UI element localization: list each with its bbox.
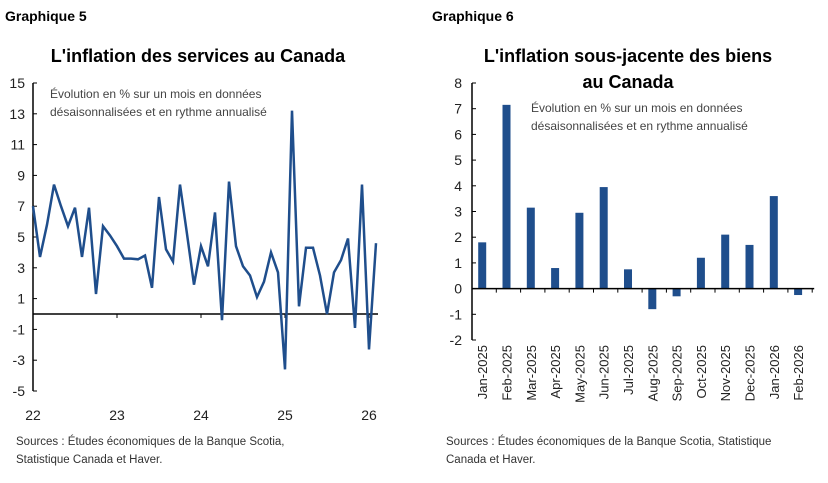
y-tick-label: 15 — [9, 75, 25, 91]
x-tick-label: Jan-2026 — [767, 345, 782, 399]
x-tick-label: Nov-2025 — [718, 345, 733, 401]
x-tick-label: Aug-2025 — [645, 345, 660, 401]
chart5-label: Graphique 5 — [5, 8, 87, 24]
x-tick-label: 24 — [193, 407, 209, 423]
x-tick-label: Dec-2025 — [743, 345, 758, 401]
y-tick-label: 7 — [454, 101, 462, 117]
chart6-source-1: Sources : Études économiques de la Banqu… — [446, 435, 771, 448]
bar-feb-2025 — [502, 104, 511, 289]
x-tick-label: Oct-2025 — [694, 345, 709, 398]
chart6-annotation-2: désaisonnalisées et en rythme annualisé — [531, 119, 748, 133]
y-tick-label: 5 — [454, 152, 462, 168]
x-tick-label: 22 — [25, 407, 41, 423]
y-tick-label: 4 — [454, 178, 462, 194]
y-tick-label: 3 — [17, 260, 25, 276]
y-tick-label: -3 — [13, 352, 26, 368]
y-tick-label: -5 — [13, 383, 26, 399]
chart6-title-1: L'inflation sous-jacente des biens — [484, 46, 772, 66]
y-tick-label: -2 — [450, 332, 463, 348]
chart5-annotation-2: désaisonnalisées et en rythme annualisé — [50, 105, 267, 119]
x-tick-label: Feb-2026 — [791, 345, 806, 401]
chart5-source-2: Statistique Canada et Haver. — [16, 454, 162, 466]
chart5-annotation-1: Évolution en % sur un mois en données — [50, 86, 261, 101]
bar-oct-2025 — [696, 257, 705, 289]
x-tick-label: Jan-2025 — [475, 345, 490, 399]
x-tick-label: May-2025 — [572, 345, 587, 403]
chart5-source-1: Sources : Études économiques de la Banqu… — [16, 435, 285, 448]
bar-dec-2025 — [745, 244, 754, 289]
x-tick-label: Feb-2025 — [500, 345, 515, 401]
y-tick-label: 13 — [9, 106, 25, 122]
bar-jan-2025 — [478, 242, 487, 289]
chart6-annotation-1: Évolution en % sur un mois en données — [531, 100, 742, 115]
chart5-title: L'inflation des services au Canada — [51, 46, 346, 66]
bar-feb-2026 — [794, 288, 803, 296]
y-tick-label: -1 — [450, 306, 463, 322]
x-tick-label: 25 — [277, 407, 293, 423]
bar-mar-2025 — [526, 207, 535, 289]
x-tick-label: Mar-2025 — [524, 345, 539, 401]
x-tick-label: 23 — [109, 407, 125, 423]
x-tick-label: Jun-2025 — [597, 345, 612, 399]
y-tick-label: 5 — [17, 229, 25, 245]
y-tick-label: -1 — [13, 321, 26, 337]
y-tick-label: 2 — [454, 229, 462, 245]
chart6-source-2: Canada et Haver. — [446, 454, 536, 466]
y-tick-label: 3 — [454, 204, 462, 220]
chart6-plot: 8 7 6 5 4 3 2 1 0 -1 -2 Jan-2025 Feb-2025 Mar-2025 Apr… — [450, 75, 815, 403]
bar-jul-2025 — [624, 269, 633, 289]
bar-jan-2026 — [769, 196, 778, 289]
x-tick-label: Jul-2025 — [621, 345, 636, 395]
y-tick-label: 8 — [454, 75, 462, 91]
chart5-plot: 15 13 11 9 7 5 3 1 -1 -3 -5 22 23 24 25 26 — [9, 75, 378, 423]
y-tick-label: 11 — [10, 137, 25, 153]
y-tick-label: 7 — [17, 198, 25, 214]
y-tick-label: 1 — [454, 255, 462, 271]
services-inflation-line — [31, 110, 378, 370]
y-tick-label: 1 — [17, 291, 25, 307]
y-tick-label: 9 — [17, 167, 25, 183]
x-tick-label: Apr-2025 — [548, 345, 563, 398]
bar-apr-2025 — [551, 268, 560, 289]
chart6-title-2: au Canada — [582, 72, 674, 92]
bar-aug-2025 — [648, 288, 657, 310]
bar-may-2025 — [575, 212, 584, 289]
bar-jun-2025 — [599, 187, 608, 289]
bar-nov-2025 — [721, 234, 730, 289]
x-tick-label: 26 — [361, 407, 377, 423]
y-tick-label: 6 — [454, 126, 462, 142]
y-tick-label: 0 — [454, 281, 462, 297]
chart6-label: Graphique 6 — [432, 8, 514, 24]
bar-sep-2025 — [672, 288, 681, 297]
x-tick-label: Sep-2025 — [670, 345, 685, 401]
